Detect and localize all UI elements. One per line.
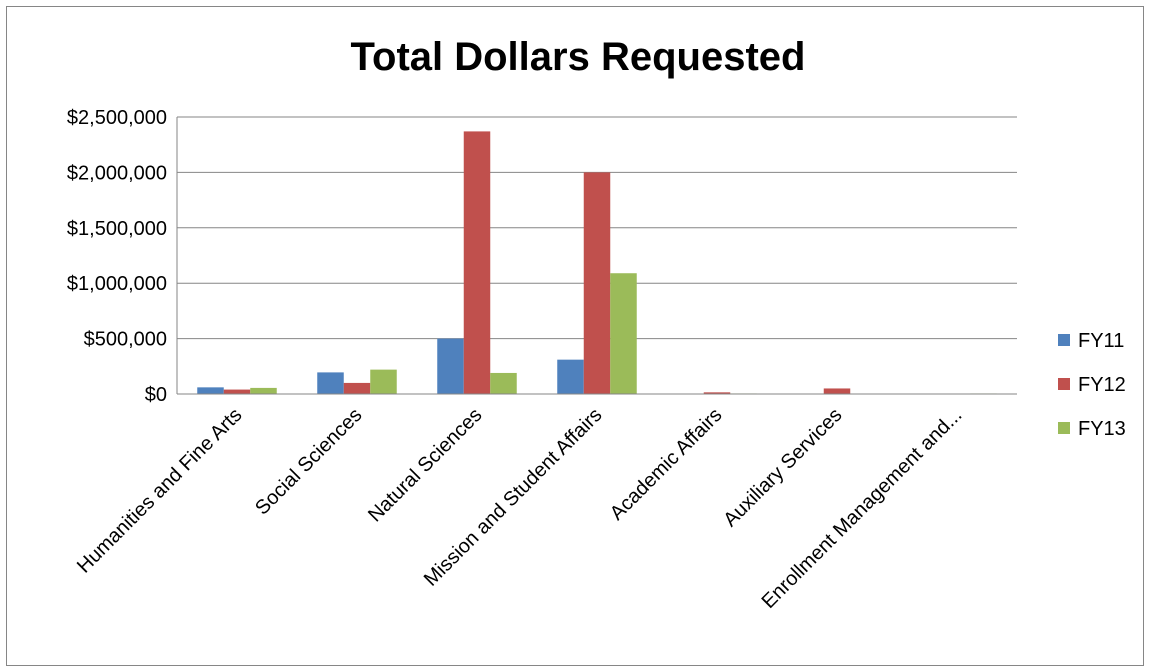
- y-tick-label: $2,500,000: [67, 107, 167, 129]
- bar-fy11: [557, 359, 584, 394]
- x-axis: [176, 117, 1017, 395]
- legend-label: FY12: [1078, 374, 1126, 396]
- x-tick-label: Natural Sciences: [364, 404, 486, 526]
- legend-label: FY11: [1078, 330, 1124, 352]
- x-tick-label: Humanities and Fine Arts: [73, 404, 247, 578]
- bar-fy12: [343, 382, 371, 394]
- legend-swatch-fy11: [1058, 334, 1070, 346]
- legend-swatch-fy12: [1058, 378, 1070, 390]
- bars: [197, 131, 997, 395]
- x-axis-ticks: Humanities and Fine Arts Social SciencesN…: [73, 404, 967, 613]
- x-tick-label: Enrollment Management and...: [758, 404, 967, 613]
- y-tick-label: $0: [145, 384, 167, 406]
- y-axis-ticks: $0 $500,000 $1,000,000 $1,500,000 $2,000,000…: [67, 107, 167, 406]
- bar-fy11: [437, 338, 464, 394]
- bar-fy13: [250, 387, 277, 394]
- bar-fy11: [317, 372, 344, 394]
- y-tick-label: $2,000,000: [67, 162, 167, 184]
- x-tick-label: Social Sciences: [251, 404, 366, 519]
- legend: FY11 FY12 FY13: [1058, 330, 1126, 440]
- bar-fy12: [463, 131, 491, 395]
- legend-label: FY13: [1078, 418, 1126, 440]
- bar-fy13: [370, 369, 397, 394]
- bar-fy13: [610, 273, 637, 394]
- chart-title: Total Dollars Requested: [351, 35, 806, 79]
- y-tick-label: $500,000: [84, 329, 167, 351]
- chart-frame: [6, 6, 1144, 666]
- bar-fy11: [197, 387, 224, 394]
- bar-fy12: [823, 388, 851, 394]
- y-tick-label: $1,000,000: [67, 273, 167, 295]
- bar-fy12: [583, 172, 611, 394]
- bar-fy13: [490, 372, 517, 394]
- bar-fy12: [703, 392, 731, 394]
- legend-swatch-fy13: [1058, 422, 1070, 434]
- x-tick-label: Auxiliary Services: [719, 404, 846, 531]
- y-tick-label: $1,500,000: [67, 218, 167, 240]
- bar-fy12: [223, 389, 251, 394]
- x-tick-label: Academic Affairs: [606, 404, 727, 525]
